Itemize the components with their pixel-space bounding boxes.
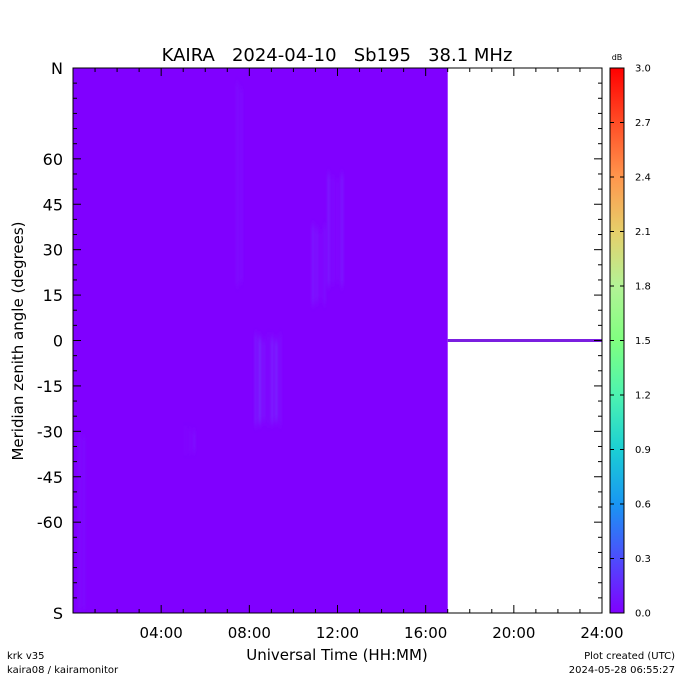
y-tick-label: 45 <box>43 195 63 214</box>
x-axis: 04:00 08:00 12:00 16:00 20:00 24:00 <box>72 68 624 642</box>
y-tick-label: -15 <box>37 377 63 396</box>
colorbar-tick-label: 1.8 <box>635 282 651 293</box>
enhancement-streak <box>193 431 196 452</box>
footer-created-label: Plot created (UTC) <box>584 651 675 662</box>
x-tick-label: 04:00 <box>140 624 183 642</box>
colorbar-tick-label: 0.3 <box>635 554 651 565</box>
footer-left: krk v35 kaira08 / kairamonitor <box>7 650 118 678</box>
chart-title: KAIRA 2024-04-10 Sb195 38.1 MHz <box>162 45 513 66</box>
enhancement-streak <box>238 86 241 284</box>
y-tick-label: 60 <box>43 150 63 169</box>
colorbar: dB 0.0 0.3 0.6 0.9 1.2 1.5 1.8 2.1 2.4 2.7 3.0 <box>609 53 651 620</box>
enhancement-streak <box>271 337 273 424</box>
enhancement-streak <box>240 89 243 282</box>
enhancement-streak <box>316 228 318 303</box>
y-tick-label: -30 <box>37 422 63 441</box>
x-tick-label: 12:00 <box>316 624 359 642</box>
enhancement-streak <box>267 334 269 426</box>
colorbar-tick-label: 0.6 <box>635 500 651 511</box>
footer-right: Plot created (UTC) 2024-05-28 06:55:27 <box>569 650 675 678</box>
enhancement-region <box>327 173 343 286</box>
enhancement-streak <box>312 225 314 305</box>
enhancement-streak <box>319 231 322 301</box>
enhancement-streak <box>83 437 85 609</box>
enhancement-streak <box>332 176 334 284</box>
enhancement-region <box>254 334 282 426</box>
heatmap-area <box>73 68 602 613</box>
enhancement-streak <box>263 340 265 422</box>
colorbar-tick-label: 3.0 <box>635 64 651 75</box>
y-tick-label: N <box>51 59 63 78</box>
footer-host: kaira08 / kairamonitor <box>7 665 119 676</box>
colorbar-tick-label: 0.9 <box>635 445 651 456</box>
enhancement-streak <box>341 173 343 286</box>
y-tick-label: -60 <box>37 513 63 532</box>
y-tick-label: 0 <box>53 332 63 351</box>
y-tick-label: S <box>53 604 63 623</box>
enhancement-streak <box>275 340 278 422</box>
x-tick-label: 24:00 <box>580 624 623 642</box>
x-axis-label: Universal Time (HH:MM) <box>246 646 428 664</box>
x-tick-label: 20:00 <box>492 624 535 642</box>
enhancement-streak <box>336 179 339 282</box>
y-axis-label: Meridian zenith angle (degrees) <box>9 221 27 460</box>
enhancement-streak <box>189 428 191 454</box>
colorbar-tick-label: 0.0 <box>635 609 651 620</box>
colorbar-tick-label: 2.7 <box>635 118 651 129</box>
enhancement-region <box>184 425 196 456</box>
enhancement-region <box>236 83 243 286</box>
x-tick-label: 16:00 <box>404 624 447 642</box>
enhancement-streak <box>236 83 239 286</box>
colorbar-tick-label: 1.5 <box>635 336 651 347</box>
colorbar-ticks: 0.0 0.3 0.6 0.9 1.2 1.5 1.8 2.1 2.4 2.7 3.0 <box>610 64 651 620</box>
y-tick-label: 30 <box>43 241 63 260</box>
footer-created-time: 2024-05-28 06:55:27 <box>568 665 675 676</box>
enhancement-streak <box>327 173 330 286</box>
enhancement-streak <box>254 334 257 426</box>
footer-version: krk v35 <box>7 651 45 662</box>
enhancement-streak <box>279 334 282 426</box>
y-tick-label: -45 <box>37 468 63 487</box>
x-tick-label: 08:00 <box>228 624 271 642</box>
colorbar-tick-label: 2.1 <box>635 227 651 238</box>
y-tick-label: 15 <box>43 286 63 305</box>
enhancement-region <box>312 225 326 305</box>
enhancement-streak <box>184 425 187 456</box>
colorbar-unit: dB <box>612 53 623 62</box>
y-axis: N 60 45 30 15 0 -15 -30 -45 -60 S <box>37 59 602 623</box>
colorbar-tick-label: 1.2 <box>635 391 651 402</box>
enhancement-streak <box>259 337 261 424</box>
colorbar-tick-label: 2.4 <box>635 173 651 184</box>
enhancement-streak <box>323 225 326 305</box>
